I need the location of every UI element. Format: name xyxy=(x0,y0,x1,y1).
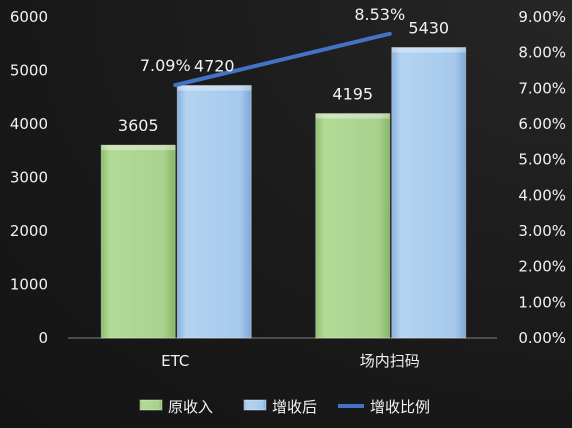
y-right-tick-label: 8.00% xyxy=(518,44,566,62)
y-right-tick-label: 6.00% xyxy=(518,115,566,133)
bar-top-bevel xyxy=(391,47,466,53)
legend-item-ratio: 增收比例 xyxy=(338,398,430,416)
original-income-value-label: 4195 xyxy=(332,85,373,104)
legend-item-original: 原收入 xyxy=(139,398,213,416)
legend-swatch xyxy=(243,399,267,411)
legend-label: 增收比例 xyxy=(370,398,430,416)
y-left-tick-label: 5000 xyxy=(10,62,48,80)
y-left-tick-label: 1000 xyxy=(10,276,48,294)
y-left-tick-label: 3000 xyxy=(10,169,48,187)
y-left-tick-label: 0 xyxy=(38,329,48,347)
bars-layer xyxy=(100,46,467,339)
bar-top-bevel xyxy=(101,145,176,151)
y-right-tick-label: 4.00% xyxy=(518,186,566,204)
increased-income-bar xyxy=(391,46,467,339)
increased-income-bar xyxy=(176,84,252,339)
bar-top-bevel xyxy=(177,85,252,91)
y-right-tick-label: 7.00% xyxy=(518,79,566,97)
increased-income-value-label: 4720 xyxy=(194,56,235,75)
ratio-line-layer xyxy=(173,31,392,88)
y-right-tick-label: 2.00% xyxy=(518,258,566,276)
category-label: ETC xyxy=(161,352,189,370)
y-left-tick-label: 2000 xyxy=(10,222,48,240)
y-right-tick-label: 3.00% xyxy=(518,222,566,240)
y-left-tick-label: 4000 xyxy=(10,115,48,133)
legend: 原收入 增收后 增收比例 xyxy=(139,398,430,416)
y-right-tick-label: 5.00% xyxy=(518,151,566,169)
axes-layer: 0 1000 2000 3000 4000 5000 6000 0.00% 1.00% 2.00%… xyxy=(10,8,566,370)
y-right-tick-label: 1.00% xyxy=(518,293,566,311)
bar-top-bevel xyxy=(315,113,390,119)
ratio-value-label: 7.09% xyxy=(140,56,191,75)
original-income-bar xyxy=(100,144,176,339)
legend-swatch xyxy=(139,399,163,411)
y-left-tick-label: 6000 xyxy=(10,8,48,26)
original-income-value-label: 3605 xyxy=(118,116,159,135)
increased-income-value-label: 5430 xyxy=(408,18,449,37)
legend-label: 增收后 xyxy=(272,398,317,416)
y-right-tick-label: 0.00% xyxy=(518,329,566,347)
data-labels-layer: 3605 4720 4195 5430 7.09% 8.53% xyxy=(118,5,449,135)
legend-label: 原收入 xyxy=(168,398,213,416)
category-label: 场内扫码 xyxy=(360,352,420,370)
original-income-bar xyxy=(315,113,391,339)
ratio-value-label: 8.53% xyxy=(354,5,405,24)
legend-item-increased: 增收后 xyxy=(243,398,317,416)
ratio-line xyxy=(173,31,392,88)
y-right-tick-label: 9.00% xyxy=(518,8,566,26)
